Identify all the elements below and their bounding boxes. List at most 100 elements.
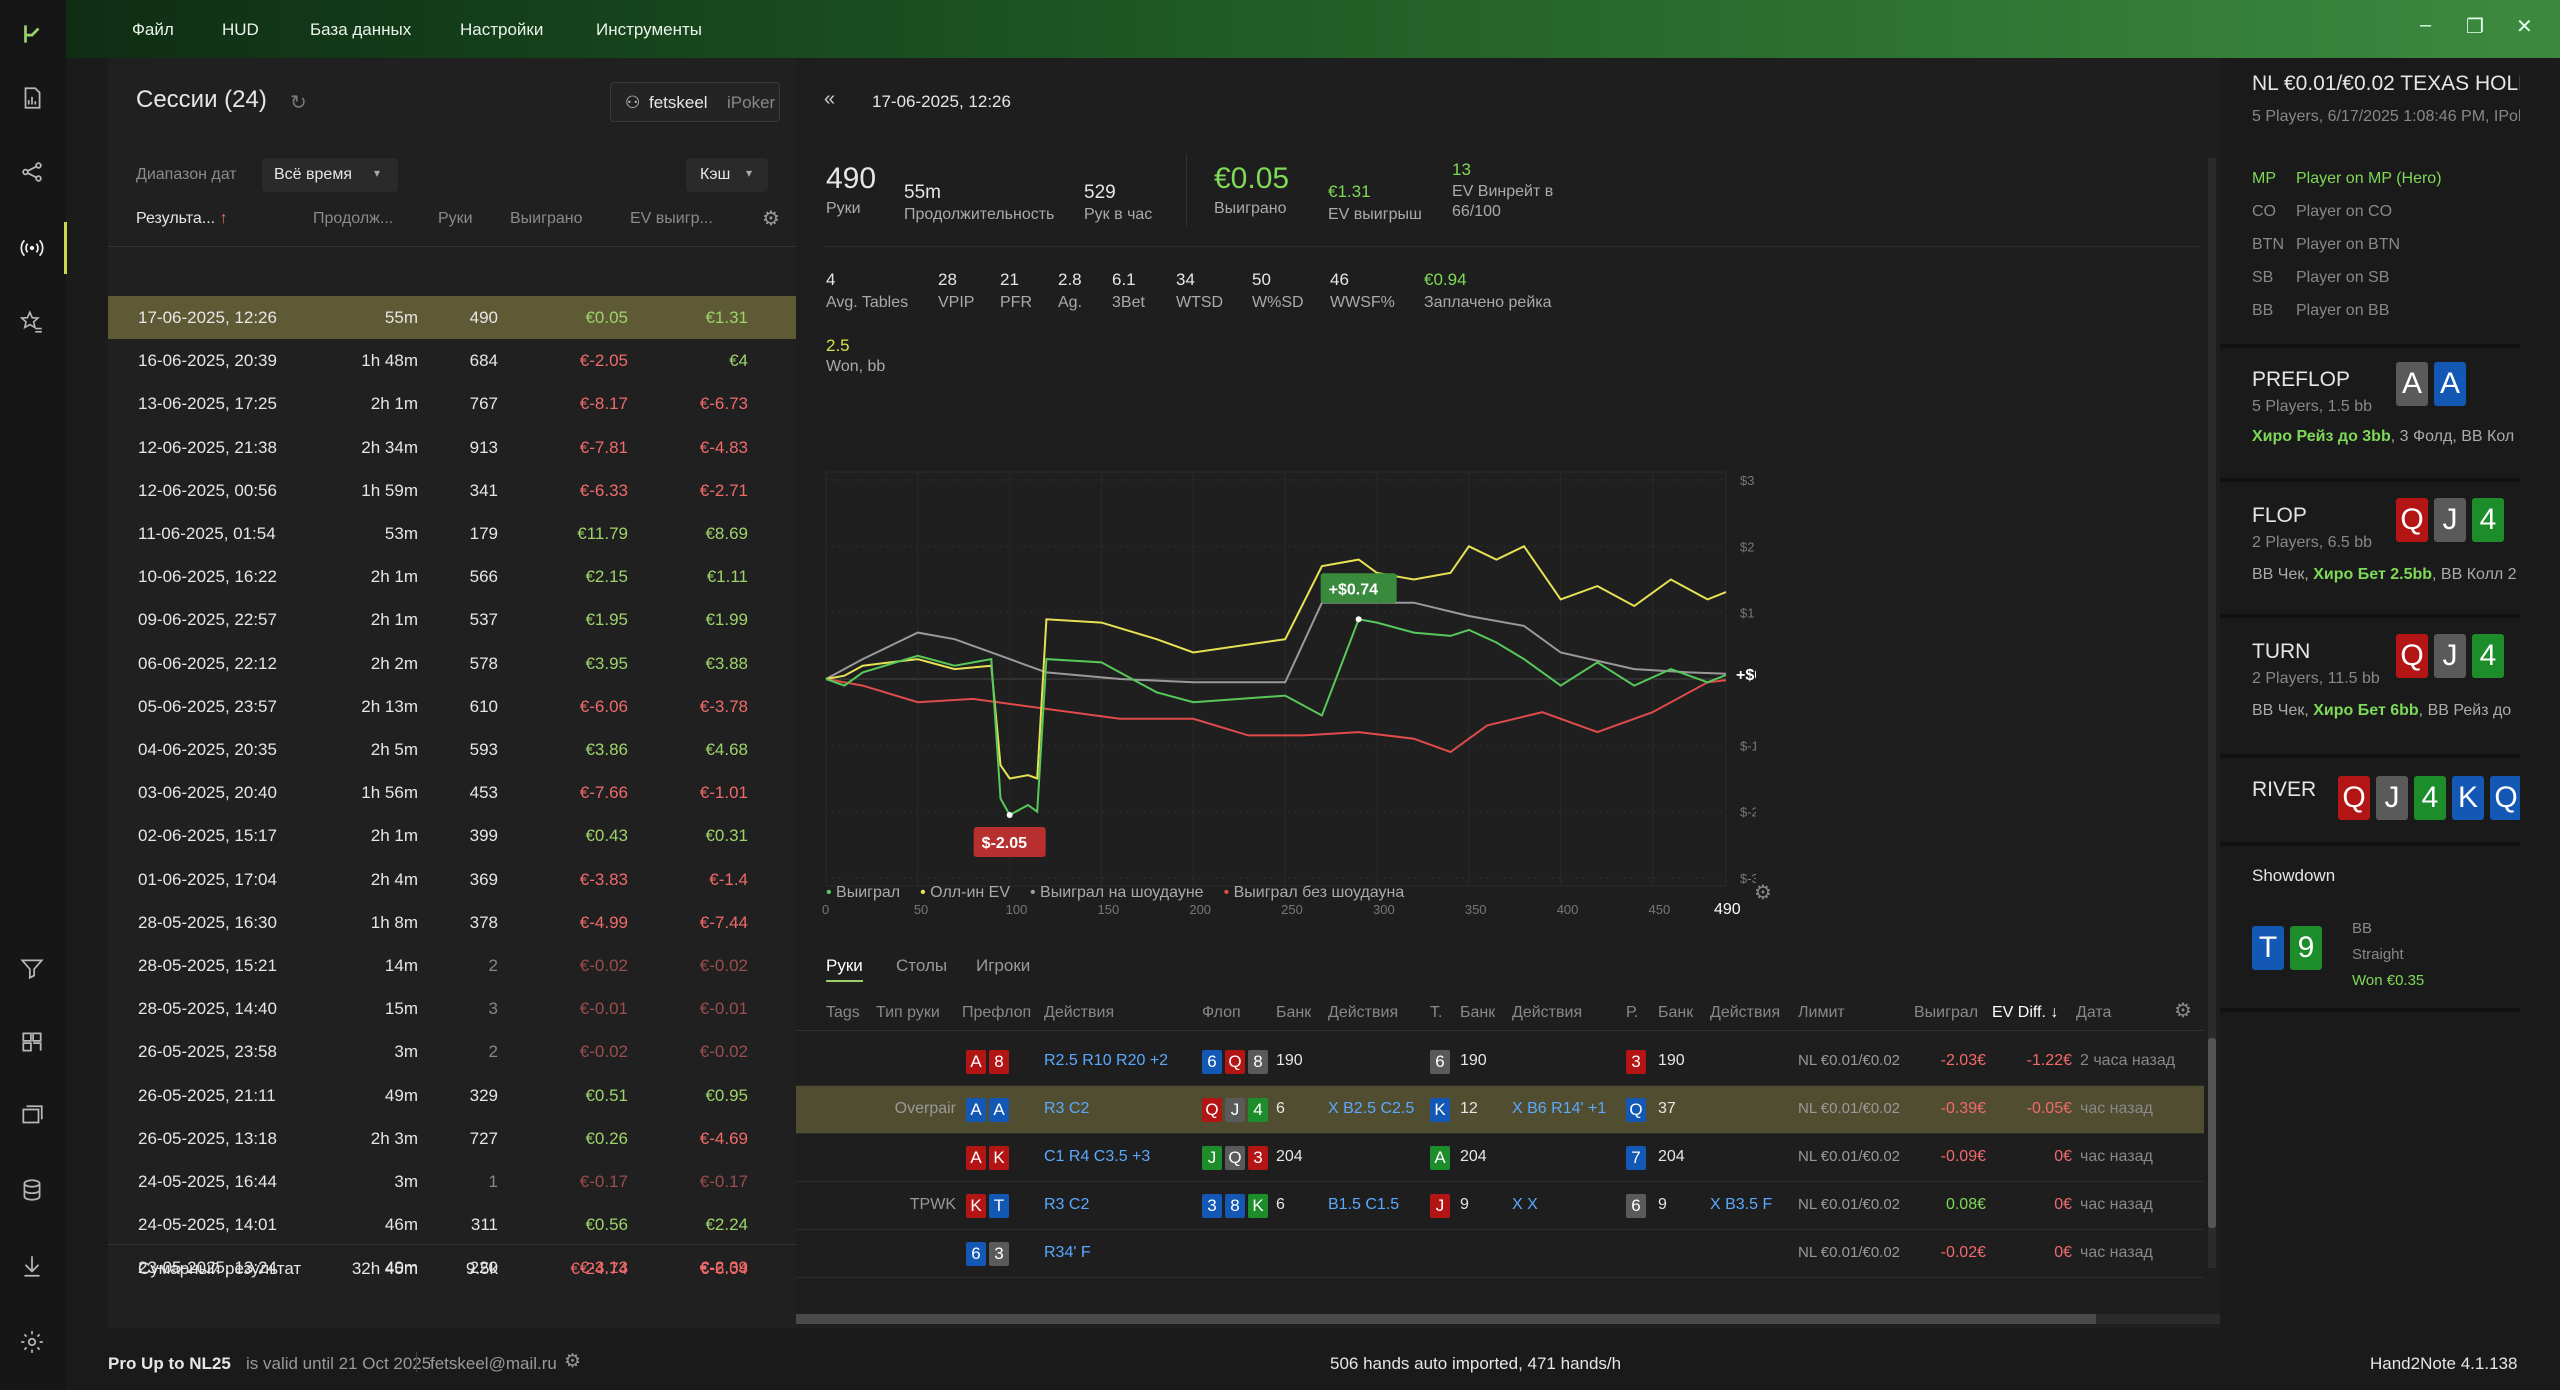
date-range-select[interactable]: Всё время ▾ <box>262 158 398 192</box>
hand-row[interactable]: A K C1 R4 C3.5 +3 J Q 3 204 A 204 7 204 NL €0.01/€0… <box>796 1134 2204 1182</box>
chart-settings-gear-icon[interactable]: ⚙ <box>1754 882 1772 904</box>
legend-item[interactable]: • Выиграл <box>826 884 900 901</box>
scrollbar-thumb[interactable] <box>2208 1038 2216 1228</box>
session-row[interactable]: 01-06-2025, 17:04 2h 4m 369 €-3.83 €-1.4 <box>108 858 796 901</box>
seat-player[interactable]: Player on SB <box>2296 269 2390 286</box>
hands-col-header[interactable]: Действия <box>1044 1004 1115 1021</box>
legend-item[interactable]: • Выиграл на шоудауне <box>1030 884 1204 901</box>
filter-icon[interactable] <box>14 950 50 986</box>
player-selector[interactable]: ⚇ fetskeel iPoker <box>610 82 780 122</box>
col-duration[interactable]: Продолж... <box>313 210 394 227</box>
minimize-button[interactable]: – <box>2420 14 2432 36</box>
session-row[interactable]: 28-05-2025, 14:40 15m 3 €-0.01 €-0.01 <box>108 987 796 1030</box>
hands-col-header[interactable]: Префлоп <box>962 1004 1032 1021</box>
session-row[interactable]: 11-06-2025, 01:54 53m 179 €11.79 €8.69 <box>108 512 796 555</box>
tab-hands[interactable]: Руки <box>826 956 863 982</box>
session-row[interactable]: 24-05-2025, 14:01 46m 311 €0.56 €2.24 <box>108 1203 796 1246</box>
hands-col-header[interactable]: Тип руки <box>876 1004 940 1021</box>
col-result[interactable]: Результа... ↑ <box>136 210 228 228</box>
hands-col-header[interactable]: Р. <box>1626 1004 1639 1021</box>
session-row[interactable]: 13-06-2025, 17:25 2h 1m 767 €-8.17 €-6.73 <box>108 382 796 425</box>
session-row[interactable]: 03-06-2025, 20:40 1h 56m 453 €-7.66 €-1.01 <box>108 771 796 814</box>
reports-icon[interactable] <box>14 80 50 116</box>
session-row[interactable]: 23-05-2025, 13:24 40m 220 €-3.13 €-2.39 <box>108 1246 796 1289</box>
menu-tools[interactable]: Инструменты <box>596 20 703 39</box>
hands-col-header[interactable]: Tags <box>826 1004 860 1021</box>
hands-col-header[interactable]: Лимит <box>1798 1004 1845 1021</box>
session-row[interactable]: 16-06-2025, 20:39 1h 48m 684 €-2.05 €4 <box>108 339 796 382</box>
menu-database[interactable]: База данных <box>310 20 412 39</box>
collapse-icon[interactable]: « <box>824 88 836 110</box>
hands-col-header[interactable]: Выиграл <box>1914 1004 1979 1021</box>
import-icon[interactable] <box>14 1248 50 1284</box>
col-ev-won[interactable]: EV выигр... <box>630 210 713 227</box>
legend-item[interactable]: • Выиграл без шоудауна <box>1224 884 1405 901</box>
hands-col-header[interactable]: Флоп <box>1202 1004 1241 1021</box>
horizontal-scrollbar-thumb[interactable] <box>796 1314 2096 1324</box>
favorites-icon[interactable] <box>14 304 50 340</box>
session-row[interactable]: 10-06-2025, 16:22 2h 1m 566 €2.15 €1.11 <box>108 555 796 598</box>
menu-settings[interactable]: Настройки <box>460 20 544 39</box>
hands-col-header[interactable]: Дата <box>2076 1004 2112 1021</box>
card-group: K <box>1430 1098 1453 1122</box>
database-icon[interactable] <box>14 1172 50 1208</box>
seat-player[interactable]: Player on CO <box>2296 203 2393 220</box>
settings-gear-icon[interactable] <box>14 1324 50 1360</box>
session-row[interactable]: 12-06-2025, 21:38 2h 34m 913 €-7.81 €-4.83 <box>108 426 796 469</box>
session-row[interactable]: 02-06-2025, 15:17 2h 1m 399 €0.43 €0.31 <box>108 814 796 857</box>
hands-col-header[interactable]: EV Diff. ↓ <box>1992 1004 2059 1021</box>
live-sessions-icon[interactable] <box>14 230 50 266</box>
hand-row[interactable]: A 8 R2.5 R10 R20 +2 6 Q 8 190 6 190 3 190 NL €0.01/… <box>796 1038 2204 1086</box>
col-won[interactable]: Выиграно <box>510 210 583 227</box>
hands-col-header[interactable]: Банк <box>1276 1004 1312 1021</box>
tab-players[interactable]: Игроки <box>976 956 1031 975</box>
session-row[interactable]: 26-05-2025, 21:11 49m 329 €0.51 €0.95 <box>108 1074 796 1117</box>
hands-col-header[interactable]: Банк <box>1460 1004 1496 1021</box>
hand-won: 0.08€ <box>1945 1196 1986 1213</box>
session-row[interactable]: 06-06-2025, 22:12 2h 2m 578 €3.95 €3.88 <box>108 642 796 685</box>
close-button[interactable]: ✕ <box>2516 16 2533 38</box>
maximize-button[interactable]: ❐ <box>2466 16 2484 38</box>
scrollbar-track[interactable] <box>2208 158 2216 1268</box>
session-row[interactable]: 17-06-2025, 12:26 55m 490 €0.05 €1.31 <box>108 296 796 339</box>
seat-player[interactable]: Player on BTN <box>2296 236 2401 253</box>
seat-player[interactable]: Player on BB <box>2296 302 2390 319</box>
game-type-select[interactable]: Кэш ▾ <box>686 158 768 192</box>
session-row[interactable]: 12-06-2025, 00:56 1h 59m 341 €-6.33 €-2.71 <box>108 469 796 512</box>
hand-row[interactable]: 6 3 R34' F NL €0.01/€0.02 -0.02€ 0€ час назад <box>796 1230 2204 1278</box>
session-date: 12-06-2025, 21:38 <box>138 437 277 457</box>
refresh-icon[interactable]: ↻ <box>290 92 307 114</box>
hands-settings-gear-icon[interactable]: ⚙ <box>2174 1000 2192 1022</box>
hands-col-header[interactable]: Действия <box>1710 1004 1781 1021</box>
layout-icon[interactable] <box>14 1024 50 1060</box>
columns-gear-icon[interactable]: ⚙ <box>762 208 780 230</box>
session-row[interactable]: 05-06-2025, 23:57 2h 13m 610 €-6.06 €-3.78 <box>108 685 796 728</box>
stat-duration-value: 55m <box>904 182 941 203</box>
session-row[interactable]: 28-05-2025, 16:30 1h 8m 378 €-4.99 €-7.44 <box>108 901 796 944</box>
share-icon[interactable] <box>14 154 50 190</box>
session-row[interactable]: 28-05-2025, 15:21 14m 2 €-0.02 €-0.02 <box>108 944 796 987</box>
session-row[interactable]: 04-06-2025, 20:35 2h 5m 593 €3.86 €4.68 <box>108 728 796 771</box>
horizontal-scrollbar[interactable] <box>796 1314 2220 1324</box>
x-tick-label: 100 <box>1006 902 1028 917</box>
legend-item[interactable]: • Олл-ин EV <box>920 884 1010 901</box>
session-won: €0.43 <box>585 826 628 846</box>
session-row[interactable]: 24-05-2025, 16:44 3m 1 €-0.17 €-0.17 <box>108 1160 796 1203</box>
tab-tables[interactable]: Столы <box>896 956 948 975</box>
account-gear-icon[interactable]: ⚙ <box>564 1351 582 1372</box>
menu-file[interactable]: Файл <box>132 20 174 39</box>
menu-hud[interactable]: HUD <box>222 20 259 39</box>
stat-value: 28 <box>938 270 957 289</box>
hand-row[interactable]: Overpair A A R3 C2 Q J 4 6 X B2.5 C2.5 K 12 X B6 R1… <box>796 1086 2204 1134</box>
hands-col-header[interactable]: Т. <box>1430 1004 1443 1021</box>
hands-col-header[interactable]: Действия <box>1328 1004 1399 1021</box>
hands-col-header[interactable]: Банк <box>1658 1004 1694 1021</box>
session-row[interactable]: 26-05-2025, 23:58 3m 2 €-0.02 €-0.02 <box>108 1030 796 1073</box>
session-row[interactable]: 26-05-2025, 13:18 2h 3m 727 €0.26 €-4.69 <box>108 1117 796 1160</box>
hands-col-header[interactable]: Действия <box>1512 1004 1583 1021</box>
seat-player[interactable]: Player on MP (Hero) <box>2296 170 2442 187</box>
col-hands[interactable]: Руки <box>438 210 473 227</box>
session-row[interactable]: 09-06-2025, 22:57 2h 1m 537 €1.95 €1.99 <box>108 598 796 641</box>
tables-icon[interactable] <box>14 1098 50 1134</box>
